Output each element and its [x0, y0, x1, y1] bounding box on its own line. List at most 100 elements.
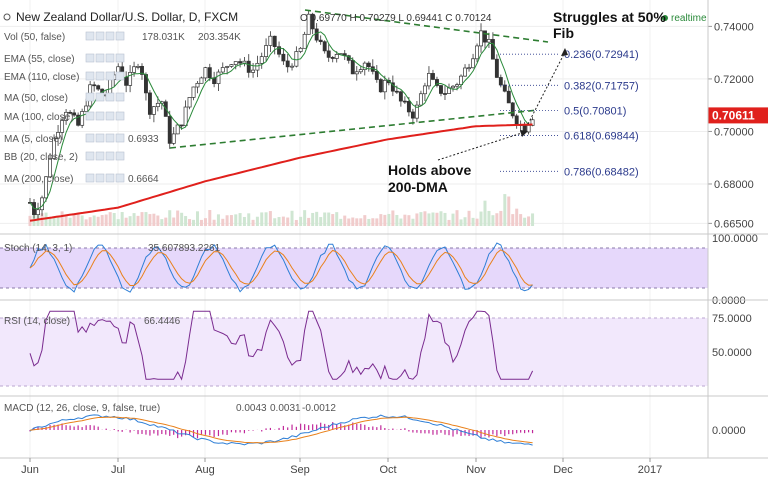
candle-body: [398, 91, 403, 102]
candle-body: [318, 39, 323, 43]
candle-body: [306, 13, 311, 35]
dma-annotation-line2: 200-DMA: [388, 179, 448, 195]
volume-bar: [459, 219, 463, 226]
settings-icon[interactable]: [85, 31, 95, 41]
candle-body: [80, 111, 85, 126]
rsi-value: 66.4446: [144, 316, 181, 327]
volume-bar: [260, 212, 264, 226]
volume-bar: [347, 218, 351, 226]
volume-bar: [247, 213, 251, 226]
settings-icon[interactable]: [95, 151, 105, 161]
candle-body: [455, 84, 459, 87]
settings-icon[interactable]: [85, 71, 95, 81]
candle-body: [418, 93, 423, 106]
candle-body: [426, 73, 431, 87]
close-icon[interactable]: [115, 92, 125, 102]
settings-icon[interactable]: [85, 151, 95, 161]
time-axis: Jun Jul Aug Sep Oct Nov Dec 2017: [21, 458, 662, 476]
candle-body: [203, 67, 208, 79]
volume-bar: [242, 216, 246, 226]
candle-body: [422, 85, 427, 95]
settings-icon[interactable]: [85, 92, 95, 102]
volume-bar: [363, 215, 367, 226]
candle-body: [124, 77, 129, 86]
time-tick-label: Dec: [553, 464, 573, 476]
indicator-value-2: 203.354K: [198, 32, 241, 43]
volume-bar: [339, 218, 343, 226]
volume-bar: [351, 217, 355, 226]
rsi-line: [29, 310, 534, 381]
settings-icon[interactable]: [105, 92, 115, 102]
candle-body: [362, 62, 367, 70]
volume-bar: [281, 216, 285, 226]
settings-icon[interactable]: [105, 53, 115, 63]
volume-bar: [479, 211, 483, 226]
volume-bar: [32, 211, 36, 226]
volume-bar: [519, 214, 523, 226]
candle-body: [64, 111, 69, 121]
indicator-label: EMA (110, close): [4, 72, 79, 83]
candle-body: [330, 57, 335, 59]
candle-body: [191, 86, 196, 98]
settings-icon[interactable]: [105, 173, 115, 183]
volume-bar: [299, 216, 303, 226]
settings-icon[interactable]: [85, 173, 95, 183]
candle-body: [259, 56, 264, 64]
settings-icon[interactable]: [85, 111, 95, 121]
time-tick-label: Oct: [379, 464, 396, 476]
volume-bar: [431, 212, 435, 226]
volume-bar: [403, 214, 407, 226]
settings-icon[interactable]: [105, 111, 115, 121]
fib-annotation-line2: Fib: [553, 25, 574, 41]
settings-icon[interactable]: [95, 53, 105, 63]
settings-icon[interactable]: [85, 53, 95, 63]
settings-icon[interactable]: [95, 71, 105, 81]
candle-body: [502, 84, 507, 92]
settings-icon[interactable]: [95, 133, 105, 143]
settings-icon[interactable]: [95, 92, 105, 102]
volume-bar: [455, 210, 459, 226]
volume-bar: [180, 212, 184, 226]
close-icon[interactable]: [115, 31, 125, 41]
volume-bar: [172, 217, 176, 226]
candle-body: [242, 60, 247, 64]
close-icon[interactable]: [115, 111, 125, 121]
settings-icon[interactable]: [105, 71, 115, 81]
volume-bar: [164, 217, 168, 226]
settings-icon[interactable]: [95, 31, 105, 41]
close-icon[interactable]: [115, 71, 125, 81]
settings-icon[interactable]: [95, 111, 105, 121]
expand-icon[interactable]: [3, 13, 11, 21]
close-icon[interactable]: [115, 53, 125, 63]
candle-body: [378, 79, 383, 93]
candle-body: [486, 39, 491, 43]
close-icon[interactable]: [115, 133, 125, 143]
settings-icon[interactable]: [105, 31, 115, 41]
volume-bar: [507, 196, 511, 226]
candle-body: [44, 176, 48, 199]
close-icon[interactable]: [115, 151, 125, 161]
candle-body: [443, 93, 447, 95]
settings-icon[interactable]: [85, 133, 95, 143]
volume-bar: [375, 218, 379, 226]
volume-bar: [64, 215, 68, 226]
volume-bar: [168, 210, 172, 226]
macd-axis-label: 0.0000: [712, 425, 746, 437]
volume-bar: [335, 212, 339, 226]
macd-signal-line: [29, 416, 533, 444]
stoch-k-line: [29, 242, 533, 293]
price-tick-label: 0.74000: [714, 21, 754, 33]
volume-bar: [212, 219, 216, 226]
fib-level-label: 0.236(0.72941): [564, 49, 639, 61]
candle-body: [179, 124, 184, 127]
settings-icon[interactable]: [105, 151, 115, 161]
indicator-value: 178.031K: [142, 32, 185, 43]
close-icon[interactable]: [115, 173, 125, 183]
candle-body: [382, 79, 387, 93]
volume-bar: [221, 218, 225, 226]
settings-icon[interactable]: [105, 133, 115, 143]
volume-bar: [192, 219, 196, 226]
rsi-label: RSI (14, close): [4, 316, 70, 327]
volume-bar: [359, 218, 363, 226]
settings-icon[interactable]: [95, 173, 105, 183]
